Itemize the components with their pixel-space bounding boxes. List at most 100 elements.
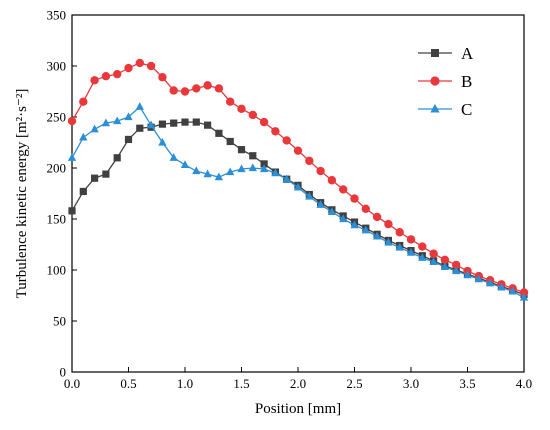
data-point [293,182,303,191]
data-point [271,168,280,177]
data-point [260,160,268,168]
data-point [135,102,144,110]
data-point [90,124,99,133]
data-point [67,153,77,161]
data-point [91,174,99,182]
data-point [101,118,111,127]
legend-item-A: A [418,44,474,63]
data-point [101,72,111,81]
data-point [485,278,495,287]
data-point [113,154,121,162]
data-point [237,104,246,114]
data-point [384,219,393,229]
axes-frame [71,14,525,373]
x-tick-label: 2.0 [290,376,306,391]
data-point [248,163,257,172]
data-point [440,255,450,264]
data-point [226,167,235,176]
data-point [406,235,416,244]
data-point [452,266,461,275]
data-point [146,61,156,71]
x-tick-label: 1.0 [177,376,193,391]
data-point [203,169,212,178]
series-line [71,62,525,294]
legend-marker [431,49,439,57]
x-tick-label: 3.0 [403,376,419,391]
legend: ABC [418,44,474,119]
data-point [79,187,87,196]
y-tick-label: 100 [47,263,67,278]
data-point [204,121,212,129]
data-point [158,73,167,82]
series-C [67,102,529,301]
data-point [146,120,156,129]
data-point [282,136,291,145]
data-point [282,174,291,183]
data-point [214,84,224,93]
x-tick-label: 2.5 [346,376,362,391]
x-tick-label: 0.5 [120,376,136,391]
x-tick-label: 0.0 [64,376,80,391]
data-point [226,97,235,106]
data-point [395,228,404,237]
data-point [395,242,404,251]
data-point [327,207,337,215]
data-point [158,120,166,128]
data-point [192,118,200,126]
data-point [192,84,201,93]
data-point [406,248,416,256]
data-point [508,286,517,295]
data-point [135,58,144,68]
data-point [372,212,382,222]
y-tick-label: 150 [47,212,67,227]
x-tick-label: 1.5 [233,376,249,391]
y-axis-ticks: 0 50 100 150 200 250 300 350 [47,8,77,380]
legend-label: A [461,44,474,63]
data-point [259,117,269,127]
data-point [90,76,99,85]
data-point [124,112,133,121]
data-point [203,81,212,90]
y-tick-label: 300 [47,59,67,74]
data-point [180,87,190,96]
data-point [361,204,370,213]
data-point [316,200,325,208]
legend-label: B [461,72,472,91]
data-point [124,135,133,144]
data-point [429,257,438,265]
series-B [67,58,529,297]
data-point [418,242,427,251]
data-point [237,146,246,154]
x-axis-label: Position [mm] [255,401,341,417]
data-point [79,97,88,106]
data-point [474,274,483,283]
data-point [519,292,529,301]
data-point [237,164,246,173]
data-point [418,253,427,261]
data-point [248,110,257,120]
data-point [136,124,144,132]
data-point [327,176,337,185]
data-point [440,262,450,271]
y-axis-label: Turbulence kinetic energy [m²·s⁻²] [14,89,30,299]
data-point [305,156,314,166]
data-point [67,116,77,126]
data-point [384,237,393,246]
data-point [350,194,359,203]
data-point [452,260,461,270]
legend-item-C: C [418,100,472,119]
data-point [79,132,88,141]
data-point [339,185,348,194]
data-point [124,63,133,73]
data-point [169,86,178,95]
data-point [305,191,314,200]
data-point [271,127,280,136]
data-point [169,153,178,161]
data-point [429,249,438,258]
data-point [214,172,224,181]
data-point [339,214,348,223]
data-point [350,220,359,229]
x-tick-label: 3.5 [459,376,475,391]
data-point [293,146,303,155]
